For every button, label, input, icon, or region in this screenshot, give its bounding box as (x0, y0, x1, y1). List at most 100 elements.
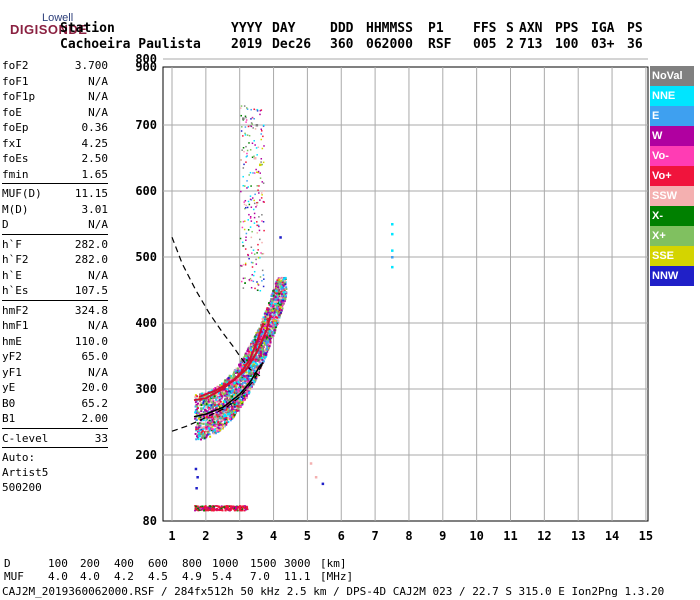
param-label: foEp (2, 121, 29, 134)
echo-point (252, 280, 255, 283)
echo-point (240, 396, 243, 399)
echo-point (205, 415, 208, 418)
echo-point (249, 226, 252, 228)
echo-point (284, 292, 287, 295)
echo-point (207, 427, 210, 430)
echo-point (211, 413, 214, 416)
x-tick-label: 15 (639, 529, 653, 543)
echo-point (264, 324, 267, 327)
echo-point (222, 383, 225, 386)
echo-point (253, 379, 256, 382)
echo-point (218, 396, 221, 399)
echo-point (230, 417, 233, 420)
echo-point (258, 229, 261, 232)
echo-point (253, 202, 256, 205)
echo-point (208, 428, 211, 431)
param-row-hme: hmE 110.0 (2, 334, 108, 350)
echo-point (203, 399, 206, 402)
echo-point (198, 404, 201, 407)
echo-point (270, 337, 273, 340)
echo-point (220, 415, 223, 418)
echo-point (199, 416, 202, 419)
x-tick-label: 10 (469, 529, 483, 543)
table-cell: [MHz] (320, 570, 354, 583)
echo-point (210, 399, 213, 402)
echo-point (212, 396, 215, 399)
echo-point (275, 297, 278, 300)
echo-point (200, 438, 203, 441)
echo-point (280, 279, 283, 282)
echo-point (226, 390, 229, 393)
echo-point (241, 226, 244, 229)
param-row-b0: B0 65.2 (2, 396, 108, 412)
echo-point (248, 134, 251, 137)
echo-point (270, 325, 273, 328)
echo-point (225, 393, 228, 396)
echo-point (255, 206, 257, 208)
echo-point (280, 309, 283, 312)
table-cell: 600 (148, 557, 168, 570)
echo-point (268, 345, 271, 348)
echo-point (239, 386, 242, 389)
echo-point (246, 348, 249, 351)
echo-point (254, 368, 257, 371)
echo-point (227, 379, 230, 382)
echo-point (220, 384, 223, 387)
echo-point (232, 416, 235, 419)
echo-point (271, 315, 274, 318)
echo-point (244, 185, 246, 187)
echo-point (248, 373, 251, 376)
echo-point (207, 400, 210, 403)
echo-point (253, 364, 256, 367)
echo-point (240, 366, 243, 369)
echo-point (245, 236, 247, 238)
es-echo-point (212, 505, 215, 507)
echo-point (244, 264, 247, 266)
echo-point (275, 319, 278, 322)
echo-point (219, 419, 222, 422)
echo-point (260, 161, 262, 163)
echo-point (211, 419, 214, 422)
echo-point (237, 409, 240, 412)
echo-point (249, 217, 252, 219)
echo-point (269, 308, 272, 311)
echo-point (252, 360, 255, 363)
echo-point (198, 432, 201, 435)
es-echo-point (244, 509, 247, 511)
echo-point (234, 401, 237, 404)
echo-point (245, 394, 248, 397)
echo-point (262, 124, 265, 127)
echo-point (217, 404, 220, 407)
echo-point (246, 390, 249, 393)
param-row-foep: foEp 0.36 (2, 120, 108, 136)
echo-point (285, 288, 288, 291)
echo-point (239, 405, 242, 408)
isolated-echo-point (391, 232, 394, 236)
echo-point (229, 415, 232, 418)
echo-point (283, 290, 286, 293)
echo-point (269, 312, 272, 315)
echo-point (238, 400, 241, 403)
echo-point (246, 149, 249, 152)
echo-point (219, 411, 222, 414)
echo-point (254, 358, 257, 361)
param-value: 0.36 (81, 121, 109, 134)
echo-point (264, 327, 267, 330)
echo-point (258, 360, 261, 363)
echo-point (276, 297, 279, 300)
param-row-b1: B1 2.00 (2, 411, 108, 427)
echo-point (282, 298, 285, 301)
echo-point (221, 423, 224, 426)
y-tick-label: 200 (135, 448, 157, 462)
header-value-2: Dec26 (272, 37, 312, 52)
echo-point (242, 356, 245, 359)
echo-point (236, 400, 239, 403)
echo-point (221, 427, 224, 430)
echo-point (229, 396, 232, 399)
echo-point (260, 330, 263, 333)
echo-point (252, 339, 255, 342)
echo-point (244, 126, 247, 128)
echo-point (255, 258, 257, 261)
echo-point (256, 201, 258, 204)
echo-point (266, 320, 269, 323)
